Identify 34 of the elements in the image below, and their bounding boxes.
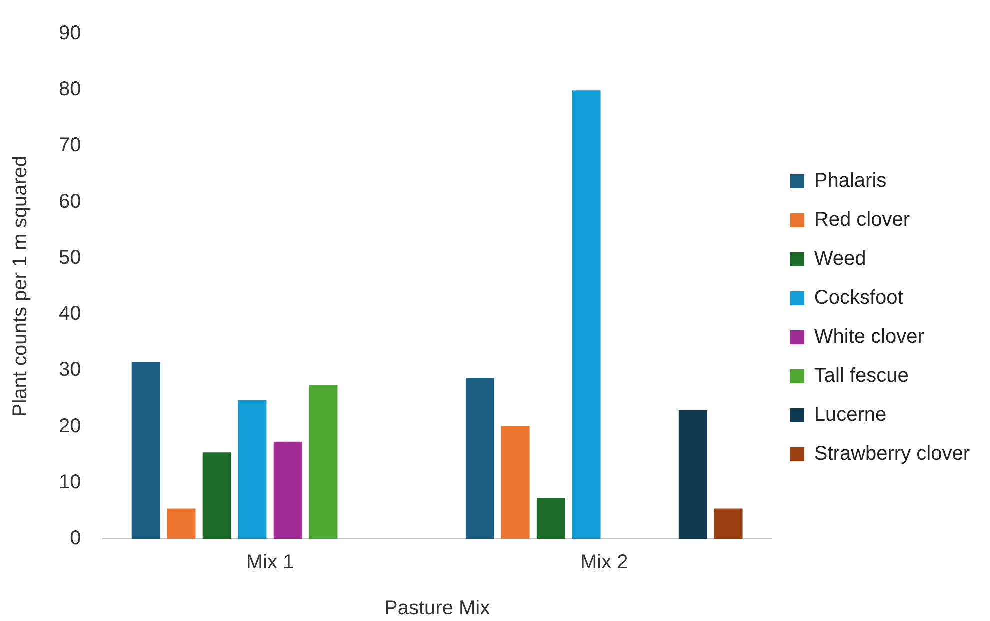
y-tick-label: 90 xyxy=(58,22,82,45)
x-tick-label: Mix 2 xyxy=(580,552,628,574)
bar xyxy=(466,378,494,539)
bar xyxy=(501,426,530,539)
y-tick-label: 10 xyxy=(58,471,82,494)
y-tick-label: 40 xyxy=(58,303,82,326)
y-tick-label: 30 xyxy=(58,359,82,382)
y-tick-label: 70 xyxy=(58,134,82,157)
bar xyxy=(678,410,708,539)
bar xyxy=(309,385,338,539)
bar xyxy=(167,508,196,539)
legend-label: White clover xyxy=(814,326,925,348)
legend-label: Strawberry clover xyxy=(814,443,970,466)
legend-label: Lucerne xyxy=(814,404,887,426)
x-tick-label: Mix 1 xyxy=(246,552,294,574)
bar xyxy=(132,362,160,539)
bar xyxy=(572,90,601,539)
legend-label: Phalaris xyxy=(814,170,887,192)
bar xyxy=(202,452,232,539)
y-tick-label: 80 xyxy=(58,78,82,101)
bar xyxy=(274,442,302,539)
x-axis-title: Pasture Mix xyxy=(384,598,490,620)
bar xyxy=(714,508,743,539)
y-tick-label: 0 xyxy=(70,528,82,550)
y-axis-title: Plant counts per 1 m squared xyxy=(10,156,32,418)
y-tick-label: 20 xyxy=(58,415,82,438)
legend-label: Tall fescue xyxy=(814,365,909,388)
y-tick-label: 60 xyxy=(58,190,82,213)
legend-label: Cocksfoot xyxy=(814,287,904,310)
legend-label: Weed xyxy=(814,248,866,270)
bar xyxy=(238,400,267,539)
legend-label: Red clover xyxy=(814,209,910,232)
bar xyxy=(536,498,566,539)
y-tick-label: 50 xyxy=(58,246,82,269)
